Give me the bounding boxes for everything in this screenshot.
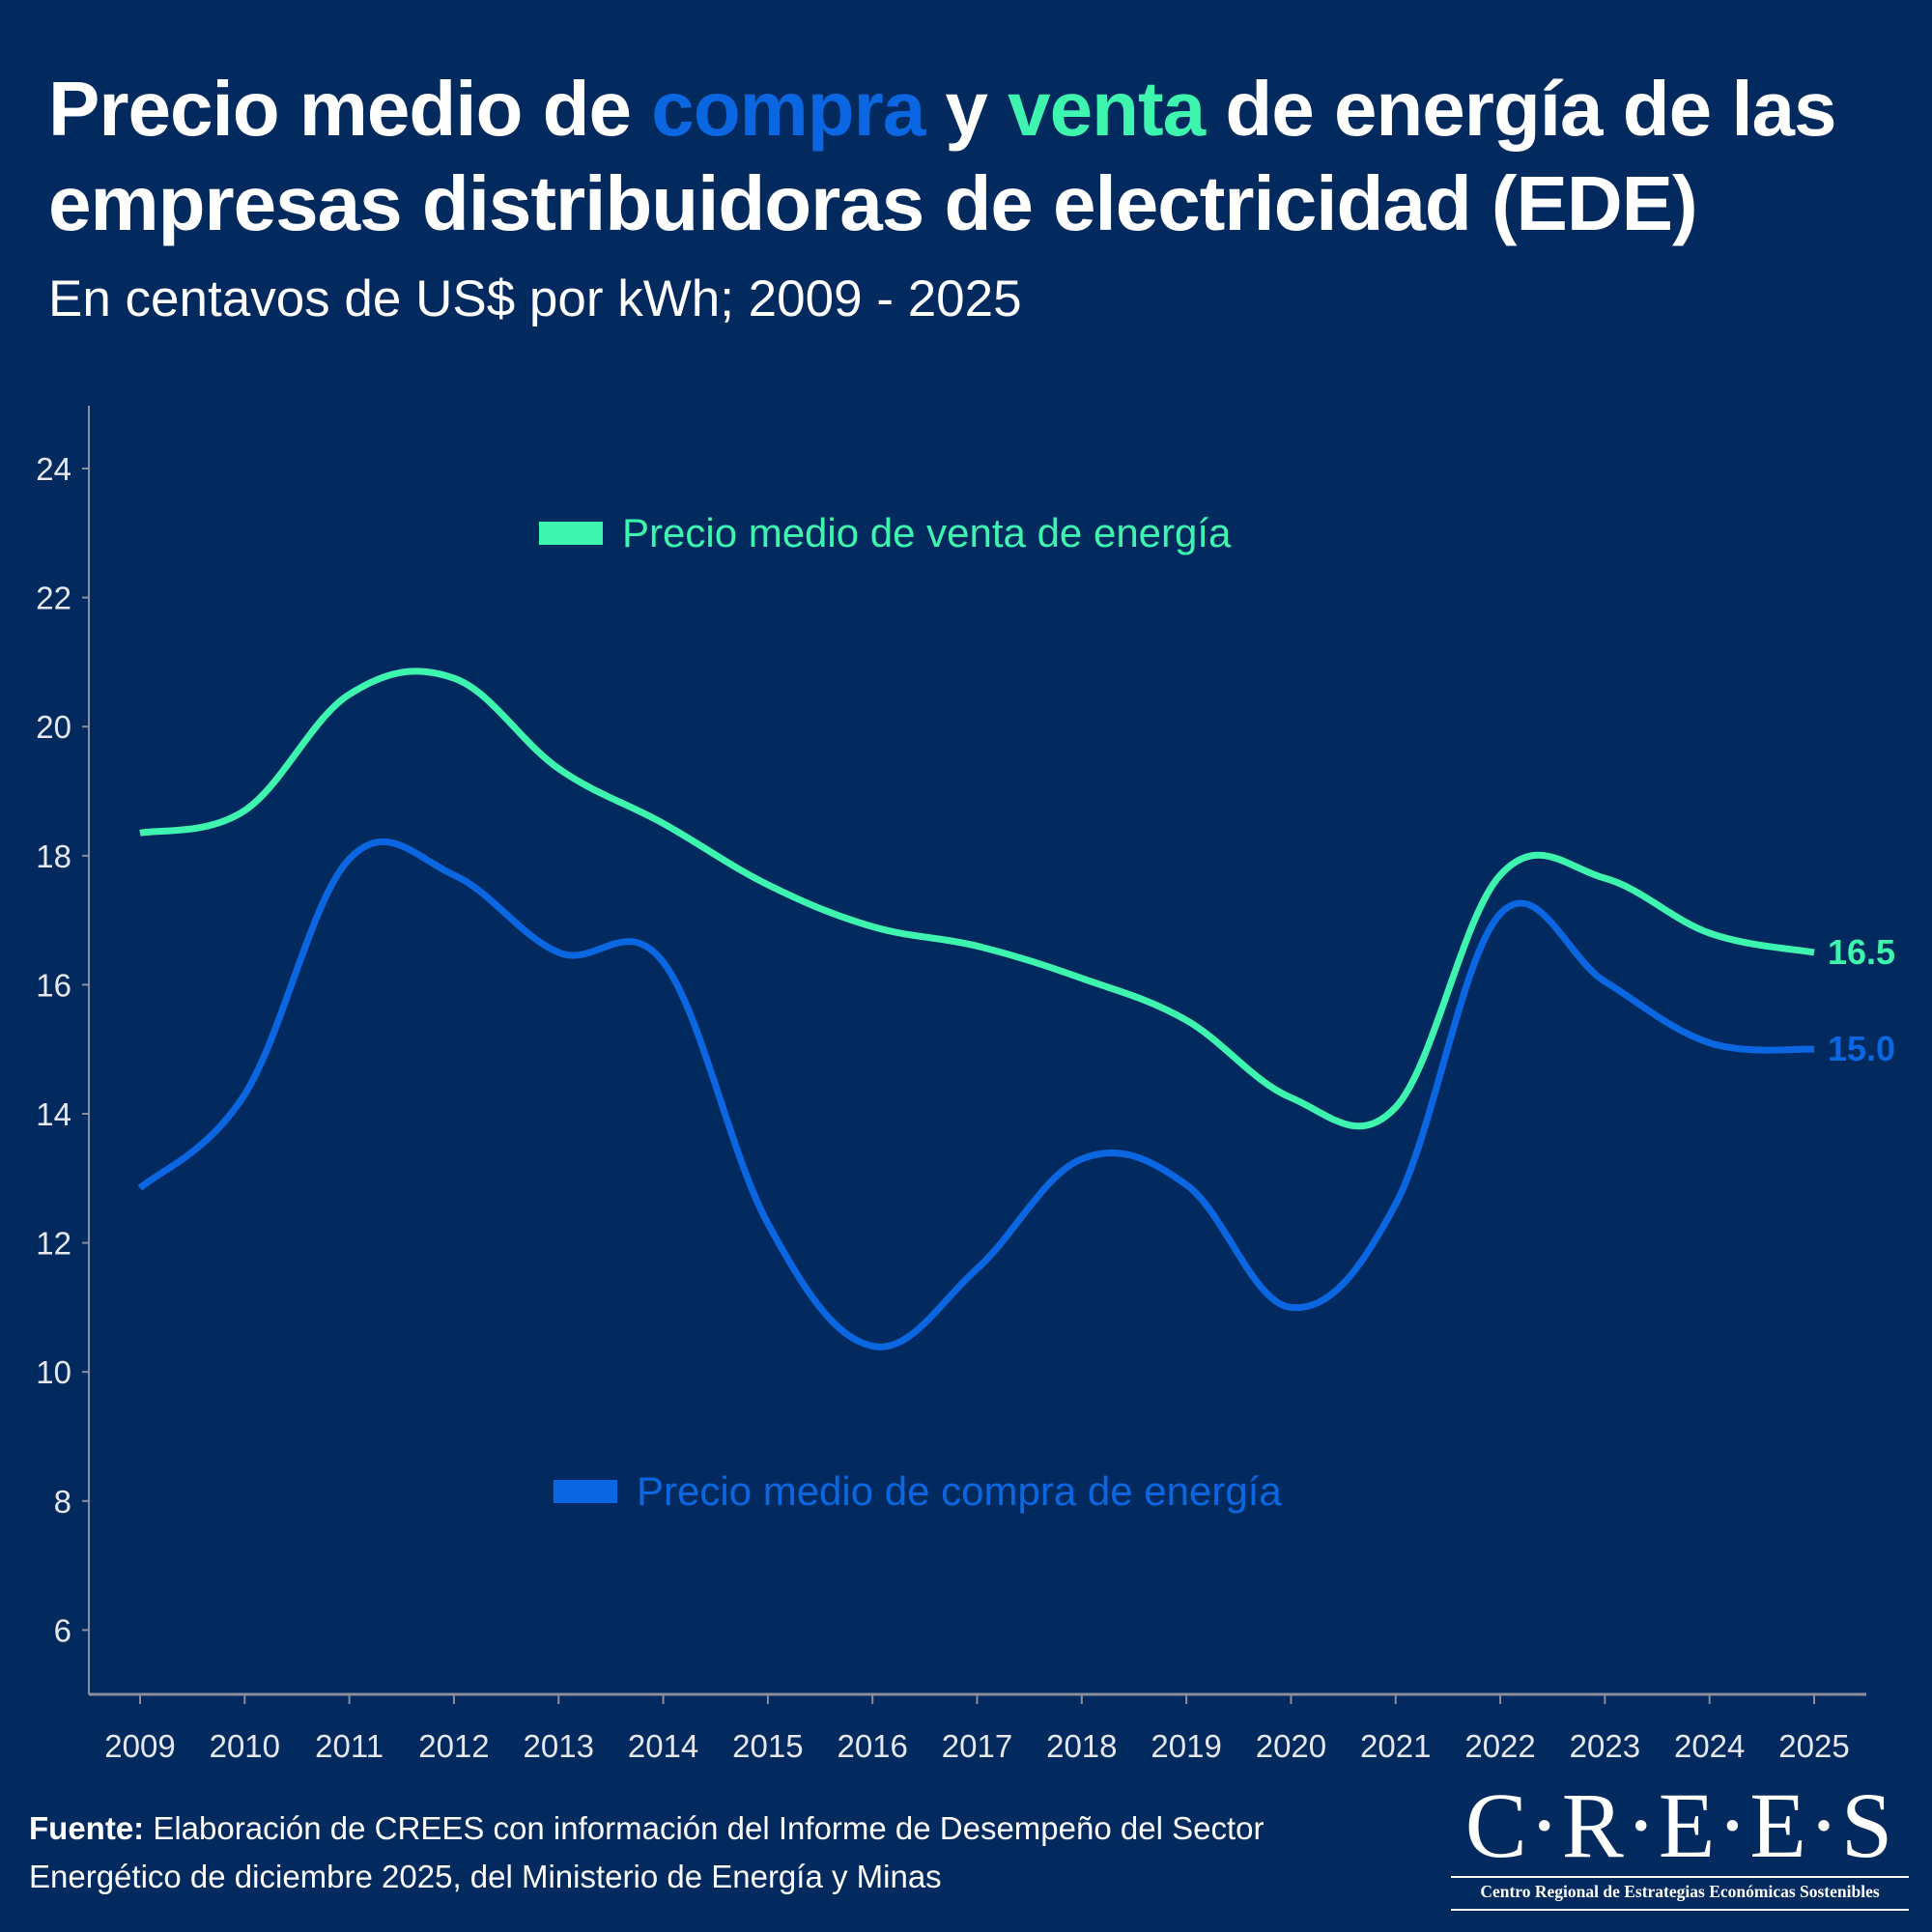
title-highlight-venta: venta: [1008, 66, 1206, 152]
x-tick-label: 2016: [837, 1728, 907, 1764]
x-tick-label: 2017: [942, 1728, 1012, 1764]
logo-wordmark: C·R·E·E·S: [1464, 1774, 1895, 1877]
chart-title: Precio medio de compra y venta de energí…: [48, 62, 1903, 251]
x-tick-label: 2010: [210, 1728, 280, 1764]
logo-divider-bottom: [1451, 1909, 1909, 1911]
source-text: Elaboración de CREES con información del…: [29, 1810, 1264, 1894]
title-highlight-compra: compra: [651, 66, 925, 152]
x-tick-label: 2009: [104, 1728, 175, 1764]
x-tick-label: 2012: [418, 1728, 489, 1764]
x-tick-label: 2025: [1778, 1728, 1849, 1764]
y-tick-label: 14: [36, 1096, 71, 1132]
series-line-compra: [137, 838, 1815, 1350]
title-part-2: y: [924, 66, 1009, 152]
x-tick-label: 2019: [1151, 1728, 1221, 1764]
x-tick-label: 2020: [1256, 1728, 1326, 1764]
x-tick-label: 2014: [628, 1728, 698, 1764]
x-tick-label: 2023: [1570, 1728, 1640, 1764]
legend-swatch-compra: [554, 1480, 617, 1503]
legend: Precio medio de venta de energía Precio m…: [539, 510, 1282, 1514]
y-tick-label: 8: [54, 1484, 71, 1520]
x-tick-label: 2021: [1360, 1728, 1431, 1764]
x-tick-label: 2018: [1046, 1728, 1117, 1764]
y-tick-label: 24: [36, 451, 71, 487]
x-tick-label: 2011: [315, 1728, 384, 1764]
end-labels: 16.5 15.0: [1828, 932, 1895, 1068]
series-line-venta: [139, 668, 1815, 1130]
title-part-3: de energía de las empresas distribuidora…: [48, 66, 1837, 246]
y-tick-label: 12: [36, 1226, 71, 1262]
end-label-venta: 16.5: [1828, 932, 1895, 972]
legend-label-compra: Precio medio de compra de energía: [637, 1468, 1282, 1514]
y-tick-label: 6: [54, 1612, 71, 1648]
y-tick-label: 16: [36, 967, 71, 1003]
crees-logo: C·R·E·E·S Centro Regional de Estrategias…: [1451, 1779, 1909, 1911]
source-label: Fuente:: [29, 1810, 145, 1846]
source-note: Fuente: Elaboración de CREES con informa…: [29, 1804, 1381, 1901]
y-tick-label: 20: [36, 709, 71, 745]
logo-divider-top: [1451, 1876, 1909, 1878]
y-tick-label: 10: [36, 1354, 71, 1390]
legend-swatch-venta: [539, 522, 603, 545]
logo-tagline: Centro Regional de Estrategias Económica…: [1480, 1882, 1880, 1901]
title-part-1: Precio medio de: [48, 66, 652, 152]
legend-label-venta: Precio medio de venta de energía: [622, 510, 1232, 555]
chart-subtitle: En centavos de US$ por kWh; 2009 - 2025: [48, 270, 1022, 327]
x-tick-label: 2013: [524, 1728, 594, 1764]
x-tick-label: 2015: [732, 1728, 803, 1764]
x-tick-label: 2022: [1464, 1728, 1535, 1764]
end-label-compra: 15.0: [1828, 1029, 1895, 1068]
y-tick-label: 18: [36, 838, 71, 874]
x-tick-label: 2024: [1674, 1728, 1745, 1764]
y-tick-label: 22: [36, 581, 71, 616]
series-layer: [137, 668, 1815, 1350]
